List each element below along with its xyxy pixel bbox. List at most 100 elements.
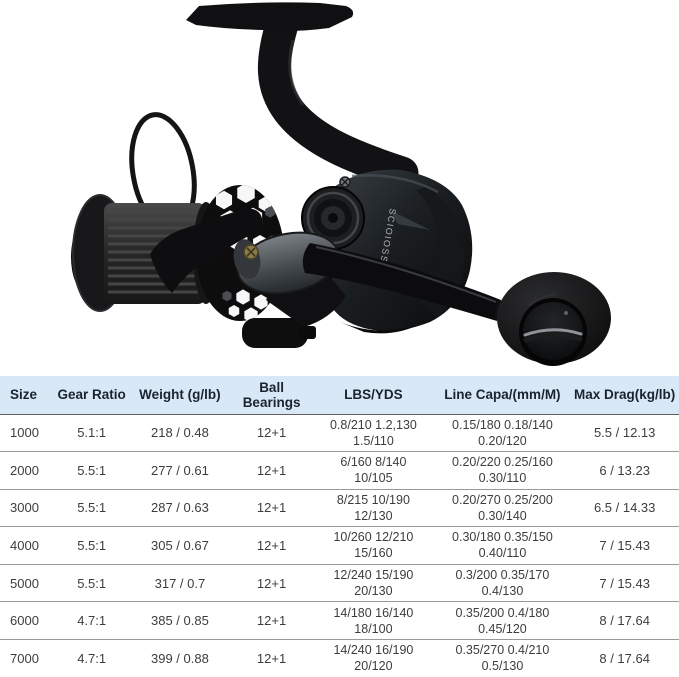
- table-row-3000: 3000 5.5:1 287 / 0.63 12+1 8/215 10/190 …: [0, 489, 679, 527]
- col-header-line-capa: Line Capa/(mm/M): [434, 376, 571, 415]
- cell-line-capa: 0.3/200 0.35/170 0.4/130: [435, 564, 571, 602]
- cell-weight: 317 / 0.7: [154, 575, 206, 591]
- lbs-yds-line1: 14/180 16/140: [333, 605, 414, 620]
- table-row-6000: 6000 4.7:1 385 / 0.85 12+1 14/180 16/140…: [0, 602, 679, 640]
- cell-lbs-yds: 0.8/210 1.2,130 1.5/110: [312, 414, 434, 452]
- cell-line-capa: 0.30/180 0.35/150 0.40/110: [435, 527, 571, 565]
- line-capa-line2: 0.20/120: [478, 433, 527, 448]
- cell-weight: 399 / 0.88: [151, 650, 209, 666]
- rod-foot: [186, 2, 354, 32]
- lbs-yds-line1: 10/260 12/210: [333, 530, 414, 545]
- cell-weight: 287 / 0.63: [151, 500, 209, 516]
- cell-ball-bearings: 12+1: [256, 425, 287, 441]
- cell-lbs-yds: 10/260 12/210 15/160: [312, 527, 434, 565]
- cell-max-drag: 7 / 15.43: [599, 537, 650, 553]
- cell-ball-bearings: 12+1: [256, 613, 287, 629]
- cell-gear-ratio: 5.5:1: [77, 575, 107, 591]
- table-row-2000: 2000 5.5:1 277 / 0.61 12+1 6/160 8/140 1…: [0, 452, 679, 490]
- cell-size: 4000: [10, 537, 39, 553]
- cell-lbs-yds: 6/160 8/140 10/105: [312, 452, 434, 490]
- cell-gear-ratio: 4.7:1: [77, 613, 107, 629]
- table-row-1000: 1000 5.1:1 218 / 0.48 12+1 0.8/210 1.2,1…: [0, 414, 679, 452]
- lbs-yds-line1: 0.8/210 1.2,130: [329, 417, 417, 432]
- cell-size: 7000: [10, 650, 39, 666]
- col-header-weight: Weight (g/lb): [129, 376, 231, 415]
- line-capa-line1: 0.20/270 0.25/200: [452, 492, 553, 507]
- cell-ball-bearings: 12+1: [256, 500, 287, 516]
- table-row-4000: 4000 5.5:1 305 / 0.67 12+1 10/260 12/210…: [0, 527, 679, 565]
- line-capa-line2: 0.40/110: [478, 546, 527, 561]
- cell-max-drag: 7 / 15.43: [599, 575, 650, 591]
- spec-table-section: Size Gear Ratio Weight (g/lb) Ball Beari…: [0, 376, 679, 677]
- cell-lbs-yds: 14/180 16/140 18/100: [312, 602, 434, 640]
- handle-knob: [497, 272, 611, 366]
- cell-size: 6000: [10, 613, 39, 629]
- lbs-yds-line1: 6/160 8/140: [340, 455, 407, 470]
- cell-gear-ratio: 5.1:1: [77, 425, 107, 441]
- line-capa-line1: 0.30/180 0.35/150: [452, 530, 553, 545]
- line-capa-line2: 0.4/130: [481, 584, 524, 599]
- lbs-yds-line2: 12/130: [354, 508, 393, 523]
- rotor-bottom: [242, 318, 308, 348]
- cell-weight: 218 / 0.48: [151, 425, 209, 441]
- line-capa-line2: 0.30/140: [478, 508, 527, 523]
- lbs-yds-line2: 15/160: [354, 546, 393, 561]
- bail-arm-lever: [150, 208, 263, 293]
- cell-size: 1000: [10, 425, 39, 441]
- rod-foot-and-stem: [186, 2, 419, 190]
- body-bottom-shadow: [340, 322, 420, 334]
- cell-weight: 277 / 0.61: [151, 462, 209, 478]
- table-header-row: Size Gear Ratio Weight (g/lb) Ball Beari…: [0, 376, 679, 415]
- cell-line-capa: 0.35/200 0.4/180 0.45/120: [435, 602, 571, 640]
- spec-table: Size Gear Ratio Weight (g/lb) Ball Beari…: [0, 376, 679, 677]
- col-header-ball-bearings: Ball Bearings: [230, 376, 313, 415]
- cell-line-capa: 0.15/180 0.18/140 0.20/120: [435, 414, 571, 452]
- cell-max-drag: 6.5 / 14.33: [593, 500, 656, 516]
- cell-lbs-yds: 8/215 10/190 12/130: [312, 489, 434, 527]
- line-capa-line2: 0.45/120: [478, 621, 527, 636]
- cell-gear-ratio: 5.5:1: [77, 500, 107, 516]
- cell-lbs-yds: 14/240 16/190 20/120: [312, 639, 434, 677]
- cell-weight: 385 / 0.85: [151, 613, 209, 629]
- cell-max-drag: 5.5 / 12.13: [593, 425, 656, 441]
- cell-size: 3000: [10, 500, 39, 516]
- knob-highlight: [523, 328, 583, 337]
- table-row-5000: 5000 5.5:1 317 / 0.7 12+1 12/240 15/190 …: [0, 564, 679, 602]
- col-header-max-drag: Max Drag(kg/lb): [570, 376, 679, 415]
- anti-reverse-switch: [299, 326, 316, 339]
- col-header-lbs-yds: LBS/YDS: [312, 376, 435, 415]
- body-accent-streak: [390, 210, 430, 230]
- lbs-yds-line1: 14/240 16/190: [333, 643, 414, 658]
- cell-max-drag: 8 / 17.64: [599, 613, 650, 629]
- cell-ball-bearings: 12+1: [256, 537, 287, 553]
- line-capa-line1: 0.35/200 0.4/180: [455, 605, 550, 620]
- cell-ball-bearings: 12+1: [256, 575, 287, 591]
- lbs-yds-line1: 8/215 10/190: [336, 492, 410, 507]
- line-capa-line1: 0.15/180 0.18/140: [452, 417, 553, 432]
- product-photo: SCIOIOSS: [71, 2, 611, 366]
- reel-stem: [257, 11, 419, 190]
- table-row-7000: 7000 4.7:1 399 / 0.88 12+1 14/240 16/190…: [0, 639, 679, 677]
- line-capa-line1: 0.35/270 0.4/210: [455, 643, 550, 658]
- cell-max-drag: 6 / 13.23: [599, 462, 650, 478]
- cell-weight: 305 / 0.67: [151, 537, 209, 553]
- cell-line-capa: 0.20/270 0.25/200 0.30/140: [435, 489, 571, 527]
- spinning-reel-illustration: SCIOIOSS: [71, 2, 611, 366]
- cell-size: 5000: [10, 575, 39, 591]
- cell-max-drag: 8 / 17.64: [599, 650, 650, 666]
- cell-gear-ratio: 4.7:1: [77, 650, 107, 666]
- lbs-yds-line2: 20/130: [354, 584, 393, 599]
- col-header-gear-ratio: Gear Ratio: [54, 376, 129, 415]
- line-capa-line2: 0.30/110: [478, 471, 527, 486]
- line-capa-line1: 0.3/200 0.35/170: [455, 568, 550, 583]
- lbs-yds-line2: 1.5/110: [353, 433, 394, 448]
- cell-ball-bearings: 12+1: [256, 462, 287, 478]
- col-header-size: Size: [0, 376, 55, 415]
- cell-gear-ratio: 5.5:1: [77, 537, 107, 553]
- lbs-yds-line2: 10/105: [354, 471, 393, 486]
- lbs-yds-line2: 20/120: [354, 659, 393, 674]
- cell-line-capa: 0.35/270 0.4/210 0.5/130: [435, 639, 571, 677]
- cell-ball-bearings: 12+1: [256, 650, 287, 666]
- cell-lbs-yds: 12/240 15/190 20/130: [312, 564, 434, 602]
